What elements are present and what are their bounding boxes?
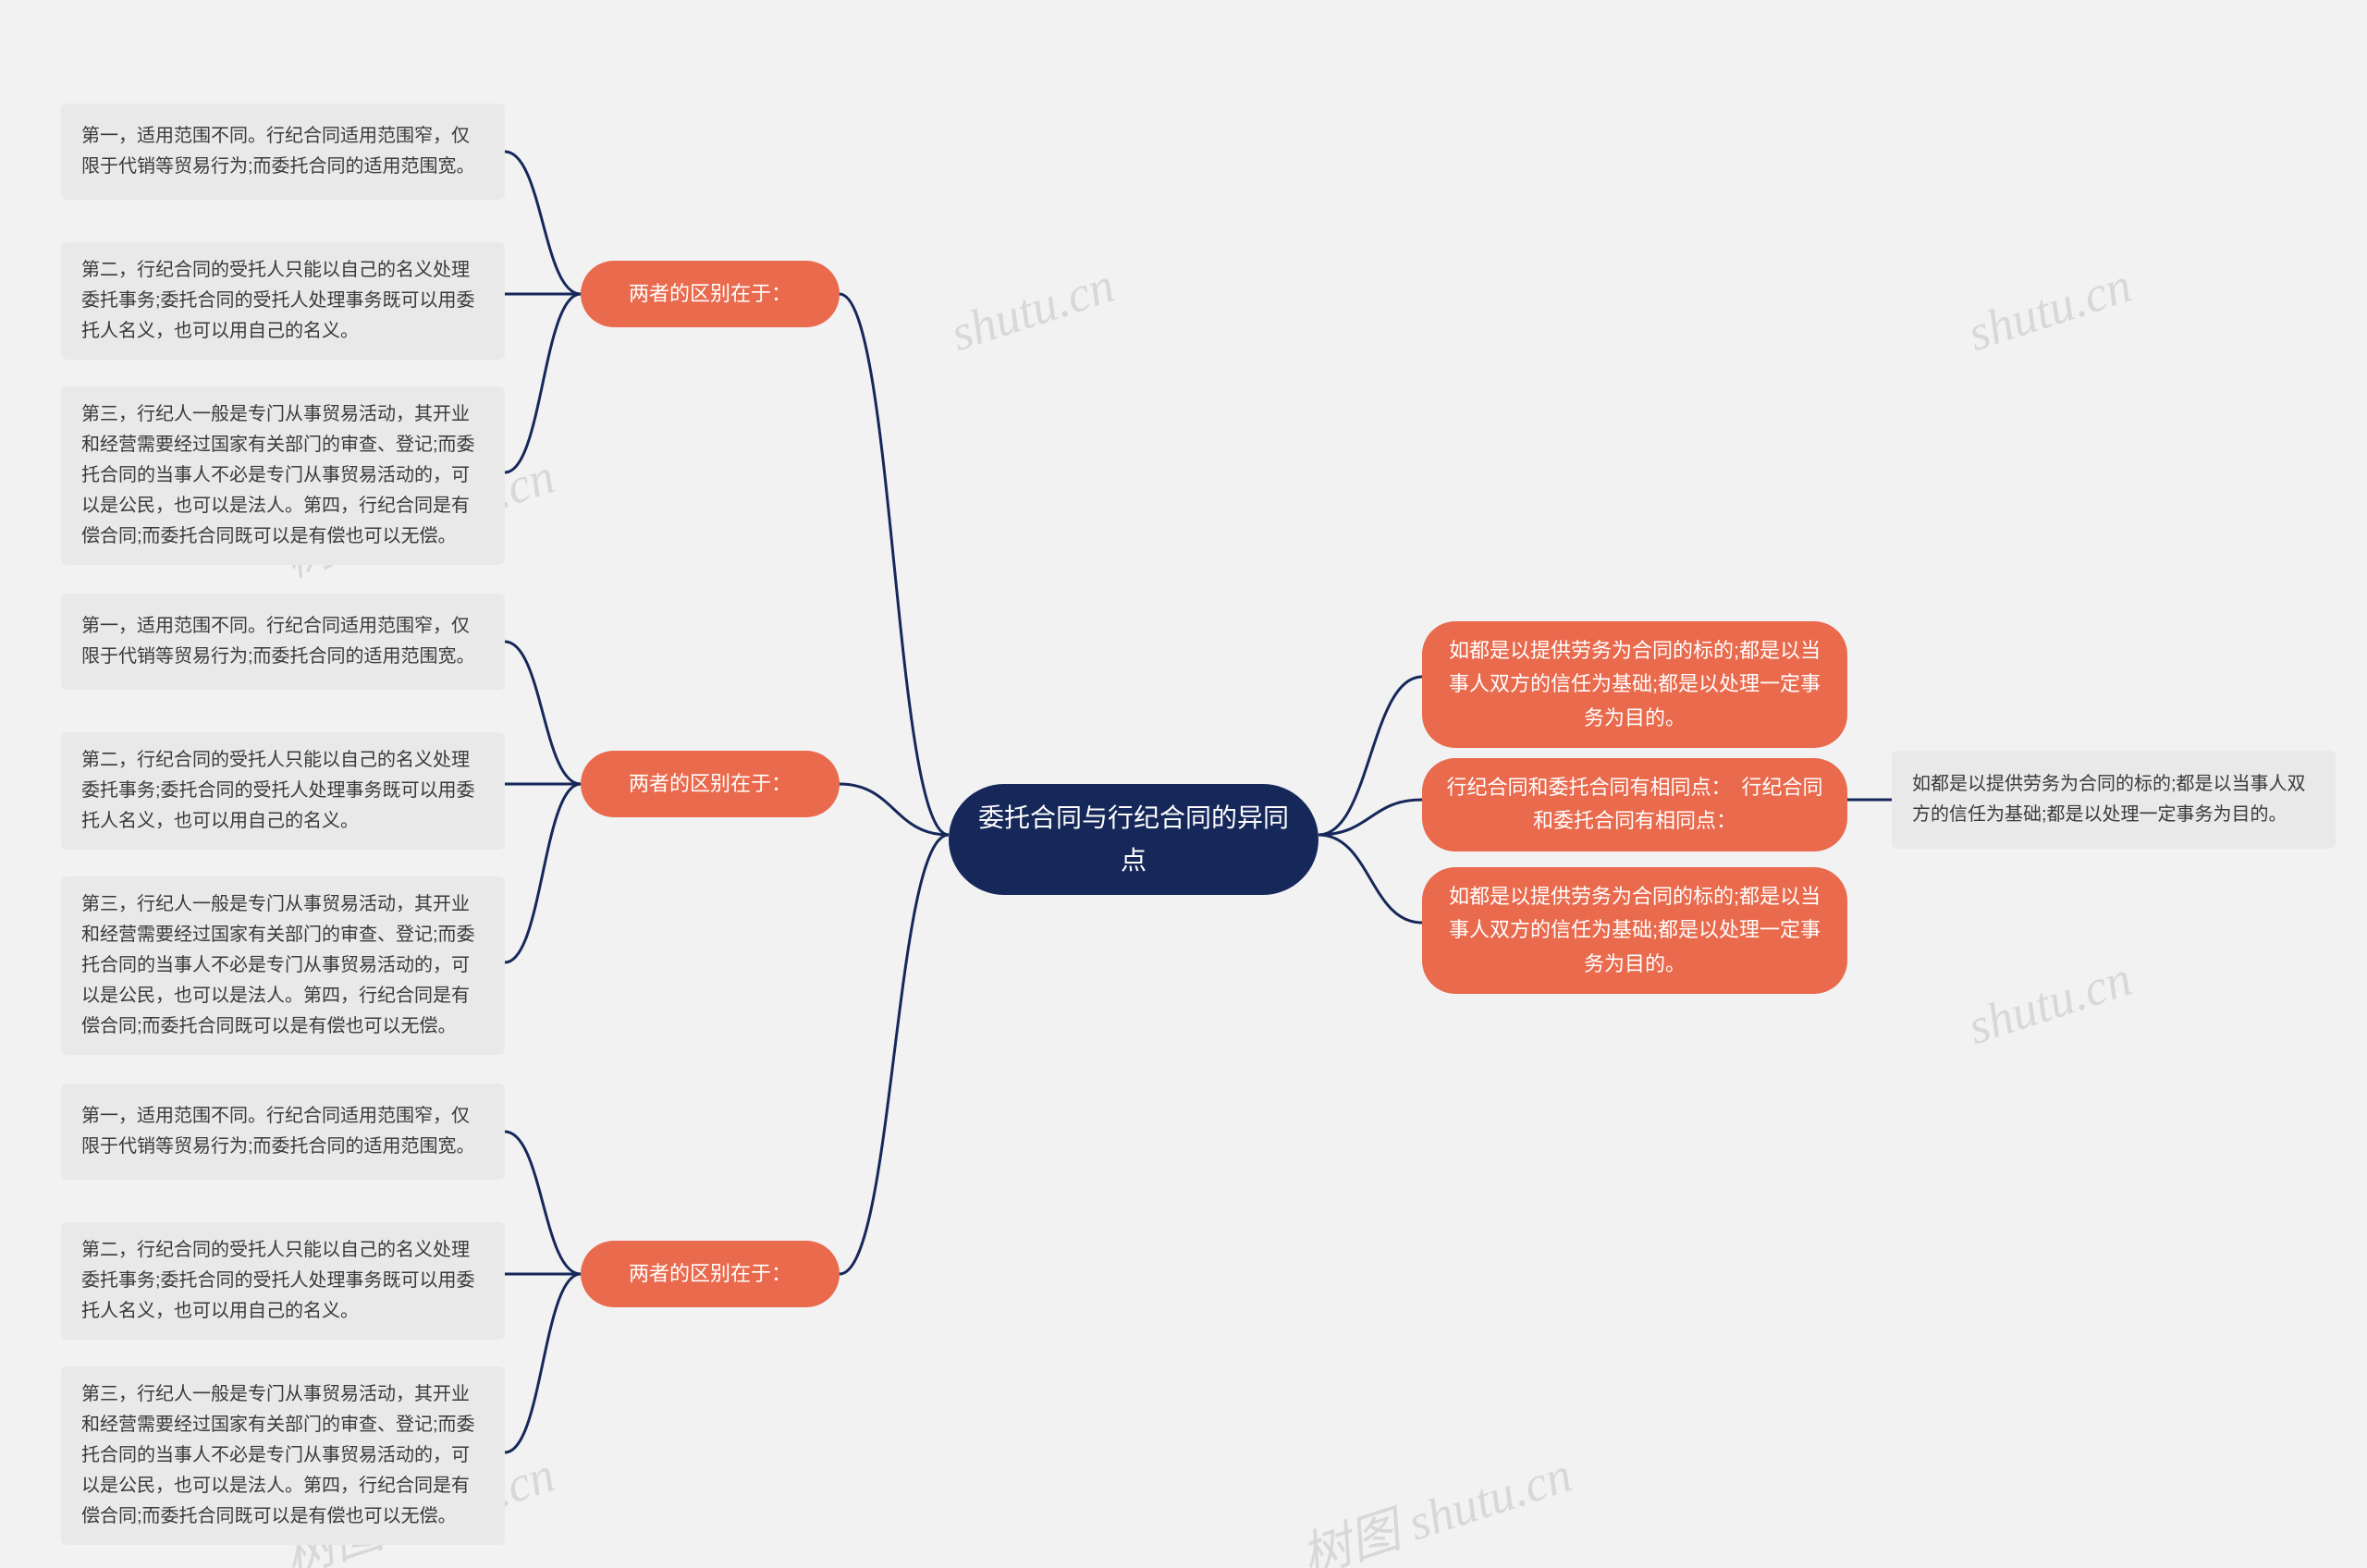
leaf-node-L2-1: 第二，行纪合同的受托人只能以自己的名义处理委托事务;委托合同的受托人处理事务既可… — [61, 732, 505, 850]
leaf-node-R2-0: 如都是以提供劳务为合同的标的;都是以当事人双方的信任为基础;都是以处理一定事务为… — [1892, 751, 2336, 849]
sub-node-L3: 两者的区别在于： — [581, 1241, 840, 1307]
sub-node-R3-label: 如都是以提供劳务为合同的标的;都是以当事人双方的信任为基础;都是以处理一定事务为… — [1442, 880, 1827, 981]
leaf-node-L1-0-label: 第一，适用范围不同。行纪合同适用范围窄，仅限于代销等贸易行为;而委托合同的适用范… — [81, 121, 484, 182]
center-node: 委托合同与行纪合同的异同点 — [949, 784, 1318, 895]
edge — [505, 152, 581, 294]
leaf-node-L3-1: 第二，行纪合同的受托人只能以自己的名义处理委托事务;委托合同的受托人处理事务既可… — [61, 1222, 505, 1340]
leaf-node-L2-1-label: 第二，行纪合同的受托人只能以自己的名义处理委托事务;委托合同的受托人处理事务既可… — [81, 745, 484, 837]
edge — [505, 642, 581, 784]
leaf-node-L2-2-label: 第三，行纪人一般是专门从事贸易活动，其开业和经营需要经过国家有关部门的审查、登记… — [81, 889, 484, 1042]
mindmap-canvas: 树图 shutu.cnshutu.cnshutu.cn树图 shutu.cn树图… — [0, 0, 2367, 1568]
leaf-node-L1-2: 第三，行纪人一般是专门从事贸易活动，其开业和经营需要经过国家有关部门的审查、登记… — [61, 386, 505, 565]
edge — [1318, 835, 1422, 923]
leaf-node-L1-2-label: 第三，行纪人一般是专门从事贸易活动，其开业和经营需要经过国家有关部门的审查、登记… — [81, 399, 484, 552]
sub-node-R1-label: 如都是以提供劳务为合同的标的;都是以当事人双方的信任为基础;都是以处理一定事务为… — [1442, 634, 1827, 735]
edge — [840, 835, 949, 1274]
edge — [840, 294, 949, 835]
center-node-label: 委托合同与行纪合同的异同点 — [969, 797, 1298, 882]
leaf-node-L2-0-label: 第一，适用范围不同。行纪合同适用范围窄，仅限于代销等贸易行为;而委托合同的适用范… — [81, 611, 484, 672]
sub-node-R2-label: 行纪合同和委托合同有相同点： 行纪合同和委托合同有相同点： — [1442, 771, 1827, 839]
leaf-node-L3-0-label: 第一，适用范围不同。行纪合同适用范围窄，仅限于代销等贸易行为;而委托合同的适用范… — [81, 1101, 484, 1162]
leaf-node-L3-2-label: 第三，行纪人一般是专门从事贸易活动，其开业和经营需要经过国家有关部门的审查、登记… — [81, 1379, 484, 1532]
edge — [1318, 677, 1422, 835]
edge — [505, 784, 581, 962]
leaf-node-L1-1: 第二，行纪合同的受托人只能以自己的名义处理委托事务;委托合同的受托人处理事务既可… — [61, 242, 505, 360]
sub-node-R2: 行纪合同和委托合同有相同点： 行纪合同和委托合同有相同点： — [1422, 758, 1847, 851]
leaf-node-L2-2: 第三，行纪人一般是专门从事贸易活动，其开业和经营需要经过国家有关部门的审查、登记… — [61, 876, 505, 1055]
sub-node-R3: 如都是以提供劳务为合同的标的;都是以当事人双方的信任为基础;都是以处理一定事务为… — [1422, 867, 1847, 994]
leaf-node-R2-0-label: 如都是以提供劳务为合同的标的;都是以当事人双方的信任为基础;都是以处理一定事务为… — [1912, 769, 2315, 830]
edge — [840, 784, 949, 835]
sub-node-L2: 两者的区别在于： — [581, 751, 840, 817]
leaf-node-L3-1-label: 第二，行纪合同的受托人只能以自己的名义处理委托事务;委托合同的受托人处理事务既可… — [81, 1235, 484, 1327]
sub-node-L2-label: 两者的区别在于： — [629, 767, 791, 801]
leaf-node-L1-1-label: 第二，行纪合同的受托人只能以自己的名义处理委托事务;委托合同的受托人处理事务既可… — [81, 255, 484, 347]
sub-node-L1-label: 两者的区别在于： — [629, 277, 791, 311]
leaf-node-L3-2: 第三，行纪人一般是专门从事贸易活动，其开业和经营需要经过国家有关部门的审查、登记… — [61, 1366, 505, 1545]
sub-node-R1: 如都是以提供劳务为合同的标的;都是以当事人双方的信任为基础;都是以处理一定事务为… — [1422, 621, 1847, 748]
edge — [505, 1274, 581, 1452]
leaf-node-L2-0: 第一，适用范围不同。行纪合同适用范围窄，仅限于代销等贸易行为;而委托合同的适用范… — [61, 594, 505, 690]
edge — [505, 294, 581, 472]
sub-node-L3-label: 两者的区别在于： — [629, 1257, 791, 1291]
sub-node-L1: 两者的区别在于： — [581, 261, 840, 327]
edge — [505, 1132, 581, 1274]
leaf-node-L1-0: 第一，适用范围不同。行纪合同适用范围窄，仅限于代销等贸易行为;而委托合同的适用范… — [61, 104, 505, 200]
leaf-node-L3-0: 第一，适用范围不同。行纪合同适用范围窄，仅限于代销等贸易行为;而委托合同的适用范… — [61, 1084, 505, 1180]
